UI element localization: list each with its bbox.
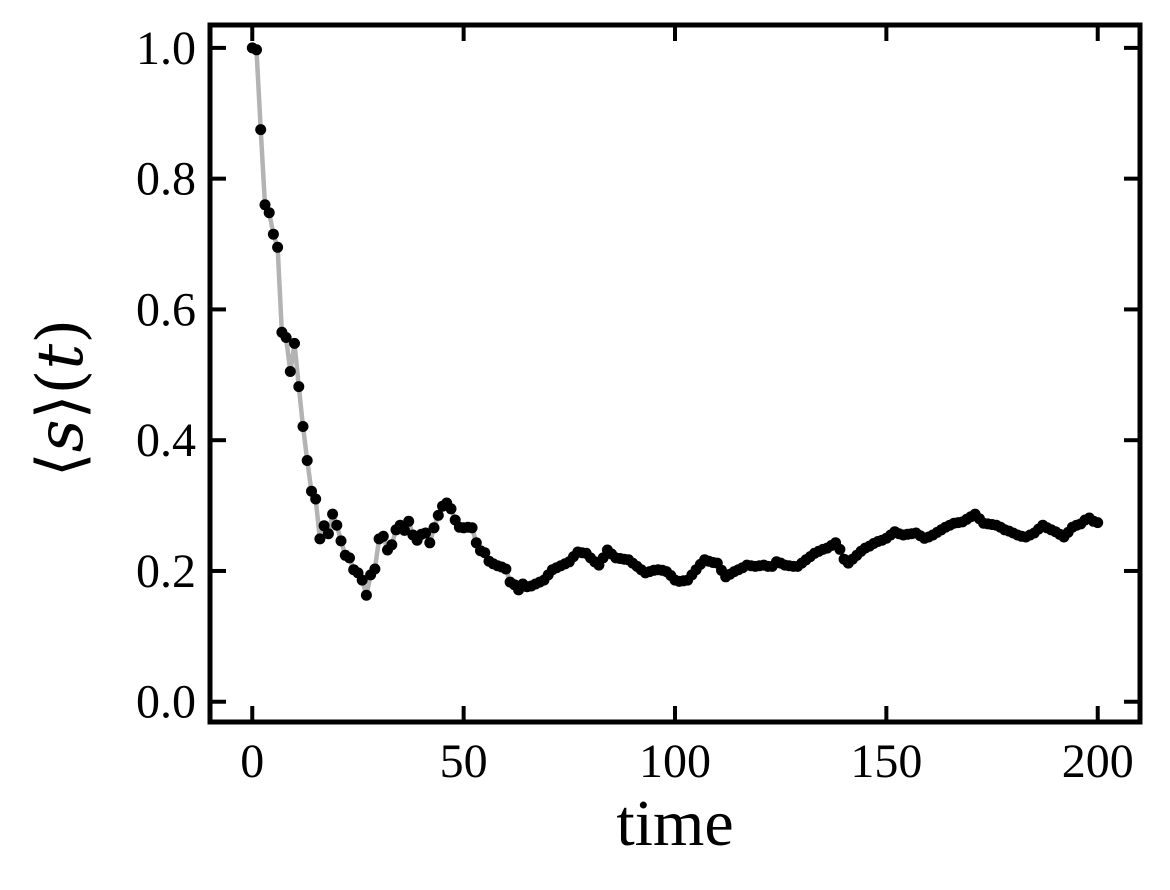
y-tick-label: 1.0: [136, 22, 196, 75]
data-points: [246, 42, 1104, 601]
data-point-marker: [428, 522, 440, 534]
data-point-marker: [356, 574, 368, 586]
data-point-marker: [399, 524, 410, 536]
data-point-marker: [403, 515, 415, 527]
data-point-marker: [335, 535, 347, 547]
data-point-marker: [251, 44, 262, 56]
y-tick-labels: 0.0 0.2 0.4 0.6 0.8 1.0: [136, 22, 196, 729]
data-point-marker: [377, 530, 389, 542]
data-point-marker: [360, 589, 372, 601]
y-axis-label-part: s: [24, 419, 98, 452]
x-tick-label: 0: [240, 735, 264, 788]
data-point-marker: [369, 563, 381, 575]
y-axis-label-part: ): [24, 319, 98, 344]
data-point-marker: [310, 493, 322, 505]
data-point-marker: [263, 207, 275, 219]
plot-frame: [207, 22, 1143, 725]
data-point-marker: [344, 552, 355, 564]
data-point-marker: [479, 547, 491, 559]
x-tick-label: 200: [1062, 735, 1134, 788]
data-point-marker: [297, 421, 309, 432]
x-tick-label: 150: [850, 735, 922, 788]
y-tick-label: 0.0: [136, 676, 196, 729]
data-point-marker: [500, 563, 512, 575]
data-point-marker: [293, 381, 305, 393]
x-tick-label: 50: [440, 735, 488, 788]
data-point-marker: [322, 528, 334, 540]
data-point-marker: [314, 533, 326, 545]
data-point-marker: [280, 332, 292, 343]
y-tick-label: 0.4: [136, 414, 196, 467]
x-axis-label: time: [616, 787, 733, 860]
data-point-marker: [267, 228, 279, 240]
x-tick-labels: 0 50 100 150 200: [240, 735, 1133, 788]
data-point-marker: [386, 539, 398, 551]
y-axis-label-part: t: [24, 343, 98, 369]
data-point-marker: [327, 508, 339, 520]
y-axis-label-part: ⟨: [24, 452, 98, 477]
data-point-marker: [284, 366, 296, 377]
data-point-marker: [289, 337, 300, 349]
data-point-marker: [432, 509, 444, 521]
data-point-marker: [255, 124, 267, 136]
data-point-marker: [1092, 517, 1104, 529]
y-tick-label: 0.8: [136, 153, 196, 206]
data-point-marker: [424, 537, 436, 549]
data-point-marker: [445, 503, 457, 515]
x-tick-label: 100: [639, 735, 711, 788]
data-point-marker: [301, 455, 313, 466]
data-point-marker: [331, 519, 343, 531]
data-point-marker: [420, 527, 432, 539]
data-point-marker: [466, 522, 478, 534]
y-axis-label-part: ⟩(: [24, 369, 98, 419]
axis-ticks: [210, 25, 1140, 722]
data-point-marker: [272, 241, 284, 253]
y-tick-label: 0.6: [136, 283, 196, 336]
y-axis-label: ⟨s⟩(t): [24, 319, 98, 477]
y-tick-label: 0.2: [136, 545, 196, 598]
data-point-marker: [834, 543, 846, 555]
